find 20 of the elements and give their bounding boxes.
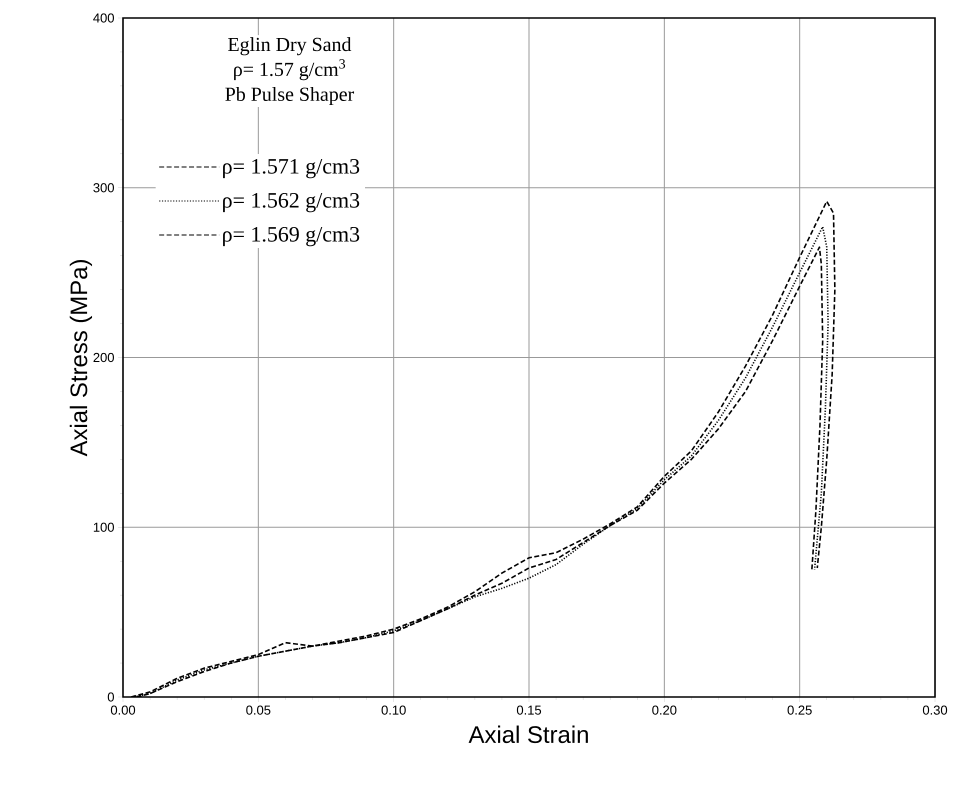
x-tick-label: 0.20 <box>652 706 676 715</box>
y-tick-label: 0 <box>108 692 114 702</box>
y-axis-title: Axial Stress (MPa) <box>70 260 92 456</box>
x-tick-label: 0.25 <box>788 706 812 715</box>
annotation: Pb Pulse Shaper <box>225 86 354 106</box>
y-tick-label: 300 <box>93 183 114 192</box>
text: ρ= 1.57 g/cm$^{3}$ <box>234 59 346 80</box>
legend-label: ρ= 1.562 g/cm3 <box>223 192 360 212</box>
legend-label: ρ= 1.571 g/cm3 <box>223 158 360 178</box>
x-axis-title: Axial Strain <box>468 726 588 744</box>
text: Eglin Dry Sand <box>228 37 352 56</box>
y-tick-label: 400 <box>93 13 114 23</box>
x-tick-label: 0.30 <box>922 706 948 715</box>
x-tick-label: 0.15 <box>516 706 542 715</box>
x-tick-label: 0.05 <box>246 706 270 715</box>
y-tick-label: 100 <box>94 522 114 532</box>
x-tick-label: 0.10 <box>382 706 406 715</box>
x-tick-label: 0.00 <box>110 706 136 715</box>
legend-label: ρ= 1.569 g/cm3 <box>223 226 360 246</box>
y-tick-label: 200 <box>94 352 114 362</box>
